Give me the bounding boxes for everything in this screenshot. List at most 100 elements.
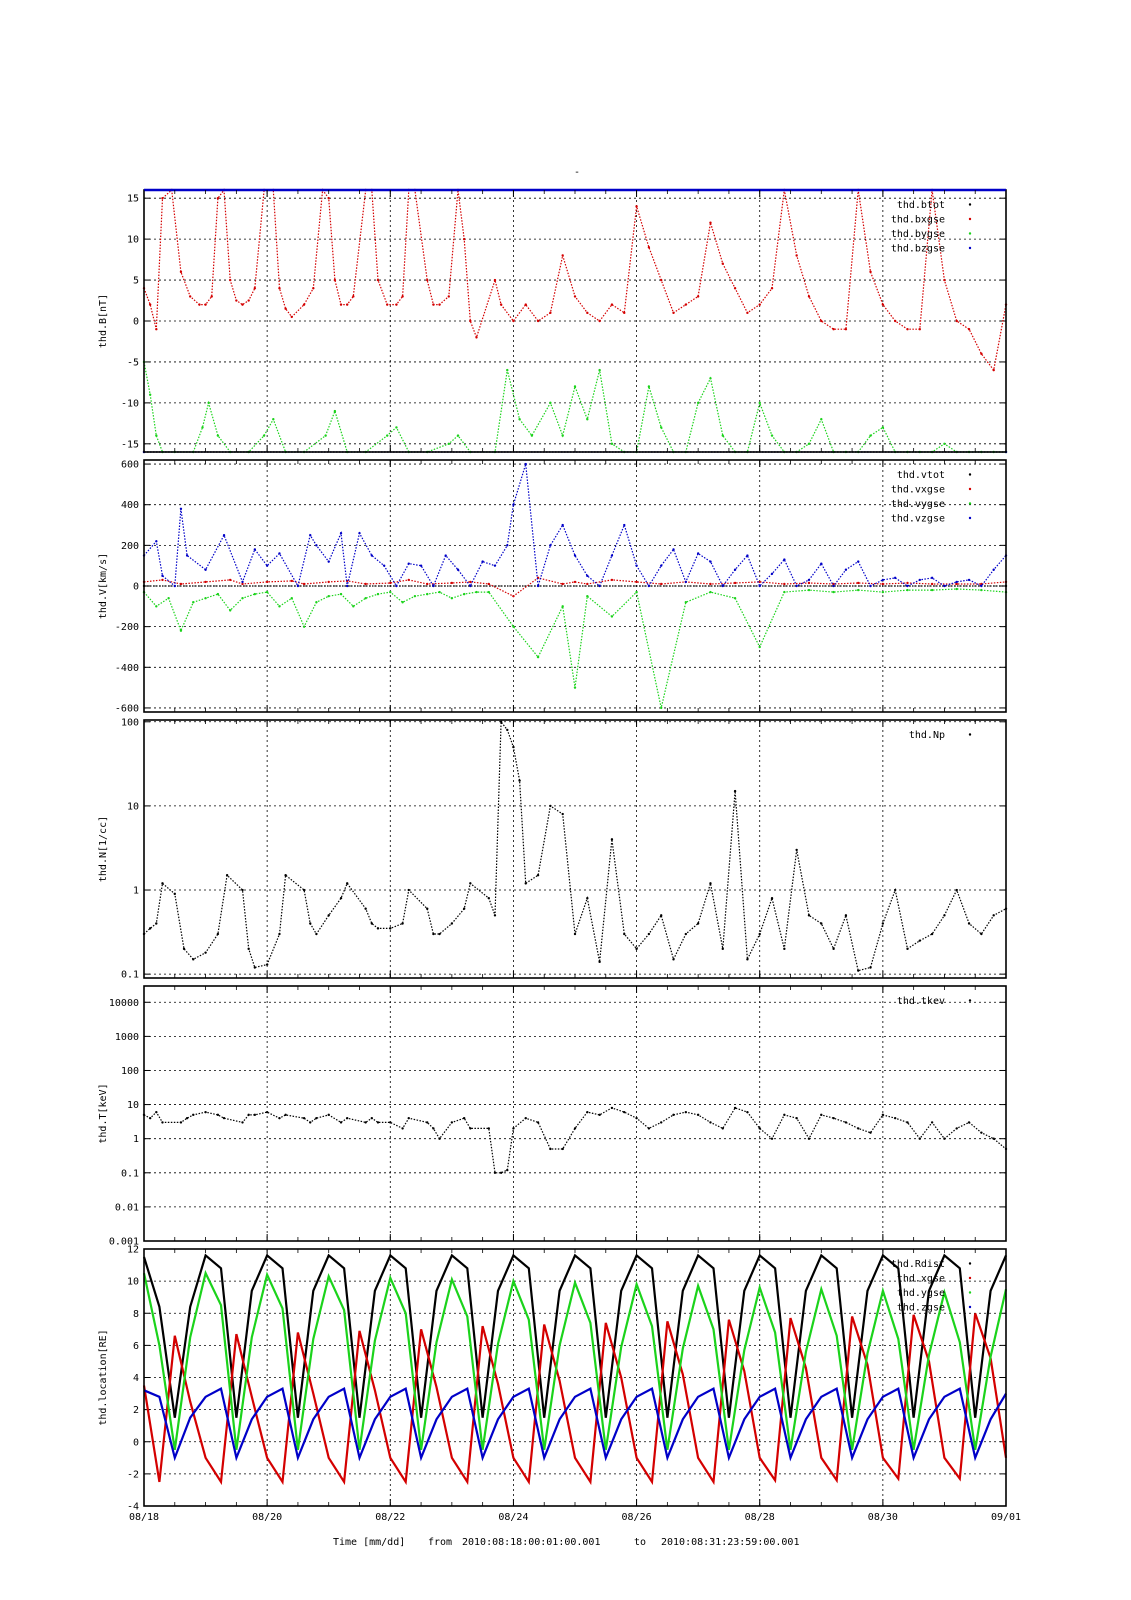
y-tick-label: 6 — [133, 1341, 139, 1352]
data-point — [709, 221, 712, 224]
data-point — [229, 609, 232, 612]
data-point — [512, 503, 515, 506]
series-thd.bxgse — [143, 188, 1007, 372]
data-point — [339, 592, 343, 596]
data-point — [660, 278, 663, 282]
data-point — [389, 581, 392, 585]
panels: 151050-5-10-15thd.B[nT]thd.btotthd.bxgse… — [98, 188, 1008, 1513]
data-point — [216, 434, 220, 437]
data-point — [450, 922, 454, 925]
data-point — [456, 568, 460, 571]
data-point — [309, 1121, 312, 1124]
data-point — [696, 1113, 700, 1117]
data-point — [893, 319, 897, 323]
data-point — [339, 896, 343, 900]
data-point — [586, 594, 589, 598]
data-point — [339, 531, 343, 535]
data-point — [943, 278, 946, 282]
legend-marker — [968, 1305, 972, 1309]
data-point — [253, 1113, 257, 1117]
data-point — [241, 888, 244, 892]
data-point — [721, 262, 724, 265]
data-point — [204, 580, 207, 584]
data-point — [930, 588, 934, 592]
data-point — [906, 1121, 909, 1124]
data-point — [869, 1131, 872, 1134]
data-point — [906, 584, 909, 588]
data-point — [536, 1121, 540, 1124]
panel-4: 12 10 8 6 4 2 0 -2 -4 thd.location[RE] thd.Rdist th… — [98, 1245, 1008, 1513]
data-point — [869, 966, 872, 969]
data-point — [530, 434, 534, 437]
data-point — [327, 580, 330, 584]
data-point — [204, 596, 207, 600]
data-point — [345, 1116, 349, 1120]
data-point — [284, 874, 287, 877]
data-point — [389, 1121, 392, 1124]
panel-frame — [143, 985, 1007, 1242]
data-point — [586, 311, 589, 315]
data-point — [469, 580, 472, 584]
data-point — [447, 295, 450, 298]
data-point — [660, 426, 663, 429]
data-point — [807, 1137, 811, 1140]
data-point — [992, 1137, 995, 1140]
legend-marker — [968, 516, 972, 520]
data-point — [660, 914, 663, 917]
data-point — [832, 584, 835, 588]
panel-1: 600 400 200 0 -200 -400 -600 thd.V[km/s] thd.vto… — [98, 459, 1008, 714]
data-point — [930, 1121, 934, 1124]
data-point — [315, 544, 318, 547]
data-point — [302, 1116, 306, 1120]
data-point — [832, 327, 835, 331]
data-point — [201, 426, 204, 429]
legend-label: thd.zgse — [897, 1303, 945, 1314]
y-tick-label: 0.01 — [115, 1202, 139, 1213]
panel-0: 15 10 5 0 -5 -10 -15 thd.B[nT] thd.btot thd.bxgse… — [98, 188, 1008, 454]
data-point — [395, 303, 398, 306]
data-point — [672, 1113, 675, 1117]
data-point — [549, 311, 552, 315]
data-point — [820, 418, 823, 421]
data-point — [229, 278, 232, 282]
data-point — [148, 1116, 152, 1120]
y-tick-label: 100 — [121, 717, 139, 728]
legend-label: thd.btot — [897, 200, 945, 211]
data-point — [389, 927, 392, 930]
data-point — [456, 434, 460, 437]
footer-to-label: to — [634, 1537, 646, 1548]
data-point — [586, 1110, 589, 1114]
data-point — [262, 434, 266, 437]
data-point — [315, 601, 318, 604]
data-point — [893, 888, 897, 892]
data-point — [647, 584, 651, 588]
data-point — [733, 789, 737, 793]
data-point — [333, 409, 337, 413]
legend-label: thd.vxgse — [891, 485, 945, 496]
data-point — [302, 303, 306, 306]
y-tick-label: 8 — [133, 1309, 139, 1320]
data-point — [561, 254, 564, 257]
data-point — [980, 588, 983, 592]
data-point — [161, 1121, 164, 1124]
data-point — [807, 578, 811, 582]
data-point — [906, 588, 909, 592]
data-point — [783, 1113, 786, 1117]
data-point — [561, 582, 564, 586]
data-point — [758, 645, 761, 649]
data-point — [684, 601, 688, 604]
data-point — [980, 352, 983, 355]
data-point — [770, 896, 774, 900]
data-point — [364, 907, 367, 910]
data-point — [869, 434, 872, 437]
data-point — [302, 625, 306, 628]
data-point — [586, 418, 589, 421]
data-point — [481, 560, 484, 563]
data-point — [241, 582, 244, 586]
data-point — [179, 582, 183, 586]
data-point — [327, 594, 330, 598]
data-point — [450, 596, 454, 600]
data-point — [660, 582, 663, 586]
legend-marker — [968, 217, 972, 221]
data-point — [881, 1113, 885, 1117]
